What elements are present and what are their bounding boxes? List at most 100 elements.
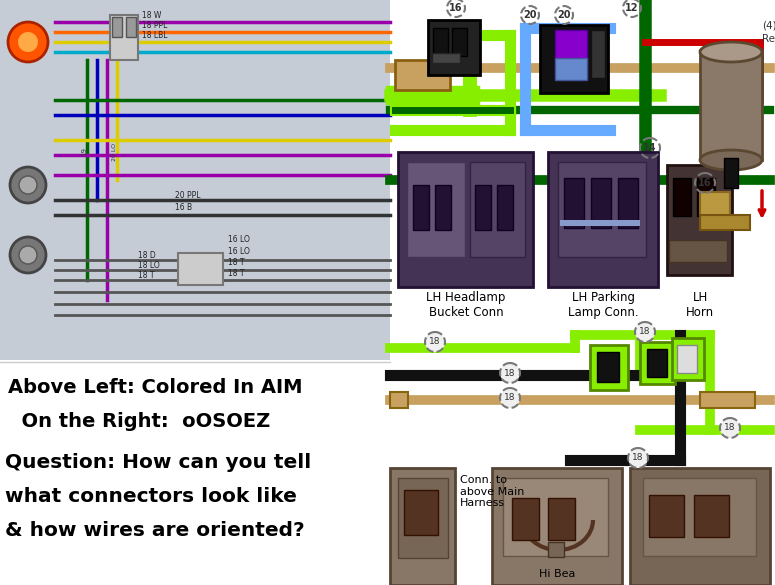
Bar — [548, 498, 575, 540]
Text: 20 LO: 20 LO — [112, 143, 117, 161]
Text: Conn. to
above Main
Harness: Conn. to above Main Harness — [460, 475, 525, 508]
Bar — [630, 468, 770, 585]
Bar — [112, 17, 122, 37]
Bar — [564, 178, 584, 228]
Text: 18: 18 — [505, 394, 515, 402]
Text: 14: 14 — [643, 143, 656, 153]
Bar — [590, 345, 628, 390]
Text: 18 T: 18 T — [138, 271, 154, 280]
Bar — [700, 215, 750, 230]
Bar — [413, 185, 429, 230]
Ellipse shape — [700, 42, 762, 62]
Bar — [555, 30, 587, 78]
Bar — [700, 192, 730, 220]
Bar — [548, 152, 658, 287]
Bar — [390, 392, 408, 408]
Text: 16 B: 16 B — [175, 203, 192, 212]
Bar — [503, 478, 608, 556]
Bar — [667, 165, 732, 275]
Text: 16: 16 — [449, 3, 463, 13]
Bar — [428, 20, 480, 75]
Text: 18: 18 — [632, 453, 644, 463]
Bar — [697, 178, 715, 216]
Circle shape — [10, 237, 46, 273]
Bar — [672, 338, 704, 380]
Text: 18: 18 — [505, 369, 515, 377]
Bar — [555, 58, 587, 80]
Text: On the Right:  oOSOEZ: On the Right: oOSOEZ — [8, 412, 270, 431]
Circle shape — [19, 176, 37, 194]
Text: Above Left: Colored In AIM: Above Left: Colored In AIM — [8, 378, 302, 397]
Bar — [398, 478, 448, 558]
Bar — [558, 162, 646, 257]
Bar — [643, 478, 756, 556]
Bar — [433, 28, 448, 56]
Text: 20: 20 — [557, 10, 570, 20]
Bar — [178, 253, 223, 285]
Bar — [591, 178, 611, 228]
Text: Hi Bea: Hi Bea — [539, 569, 575, 579]
Bar — [700, 50, 762, 160]
Circle shape — [19, 246, 37, 264]
Bar — [0, 0, 390, 360]
Bar — [618, 178, 638, 228]
Text: 16 LO: 16 LO — [228, 247, 250, 256]
Text: LH Headlamp
Bucket Conn: LH Headlamp Bucket Conn — [426, 291, 505, 319]
Text: what connectors look like: what connectors look like — [5, 487, 297, 506]
Circle shape — [10, 167, 46, 203]
Ellipse shape — [700, 150, 762, 170]
Bar — [649, 495, 684, 537]
Text: & how wires are oriented?: & how wires are oriented? — [5, 521, 305, 540]
Text: 18 D: 18 D — [138, 251, 156, 260]
Text: 18 PPL: 18 PPL — [142, 21, 167, 30]
Bar — [591, 30, 605, 78]
Bar — [700, 392, 755, 408]
Bar — [540, 25, 608, 93]
Circle shape — [635, 322, 655, 342]
Bar — [390, 468, 455, 585]
Bar — [470, 162, 525, 257]
Bar — [560, 220, 640, 226]
Text: 16 LO: 16 LO — [228, 235, 250, 244]
Bar — [497, 185, 513, 230]
Text: 20: 20 — [523, 10, 537, 20]
Text: Question: How can you tell: Question: How can you tell — [5, 453, 312, 472]
Bar — [432, 53, 460, 63]
Bar — [404, 490, 438, 535]
Text: (4): (4) — [762, 20, 775, 30]
Bar — [452, 28, 467, 56]
Bar — [677, 345, 697, 373]
Text: 16: 16 — [698, 178, 711, 188]
Text: 18 LBL: 18 LBL — [142, 31, 167, 40]
Bar — [407, 162, 465, 257]
Bar — [597, 352, 619, 382]
Bar — [0, 360, 390, 585]
Text: LH
Horn: LH Horn — [686, 291, 714, 319]
Circle shape — [500, 363, 520, 383]
Circle shape — [8, 22, 48, 62]
Bar — [395, 60, 450, 90]
Text: 18: 18 — [639, 328, 651, 336]
Bar — [694, 495, 729, 537]
Circle shape — [628, 448, 648, 468]
Text: 18 T: 18 T — [228, 269, 244, 278]
Bar — [435, 185, 451, 230]
Text: 20 PPL: 20 PPL — [175, 191, 201, 200]
Bar — [647, 349, 667, 377]
Circle shape — [18, 32, 38, 52]
Text: Re: Re — [762, 34, 775, 44]
Bar — [398, 152, 533, 287]
Text: 12: 12 — [625, 3, 639, 13]
Bar — [512, 498, 539, 540]
Bar — [126, 17, 136, 37]
Text: 18: 18 — [429, 338, 441, 346]
Circle shape — [500, 388, 520, 408]
Text: 18 T: 18 T — [228, 258, 244, 267]
Bar — [640, 342, 675, 384]
Bar — [492, 468, 622, 585]
Bar — [548, 542, 564, 557]
Text: 18: 18 — [725, 424, 735, 432]
Bar — [475, 185, 491, 230]
Bar — [724, 158, 738, 188]
Circle shape — [425, 332, 445, 352]
